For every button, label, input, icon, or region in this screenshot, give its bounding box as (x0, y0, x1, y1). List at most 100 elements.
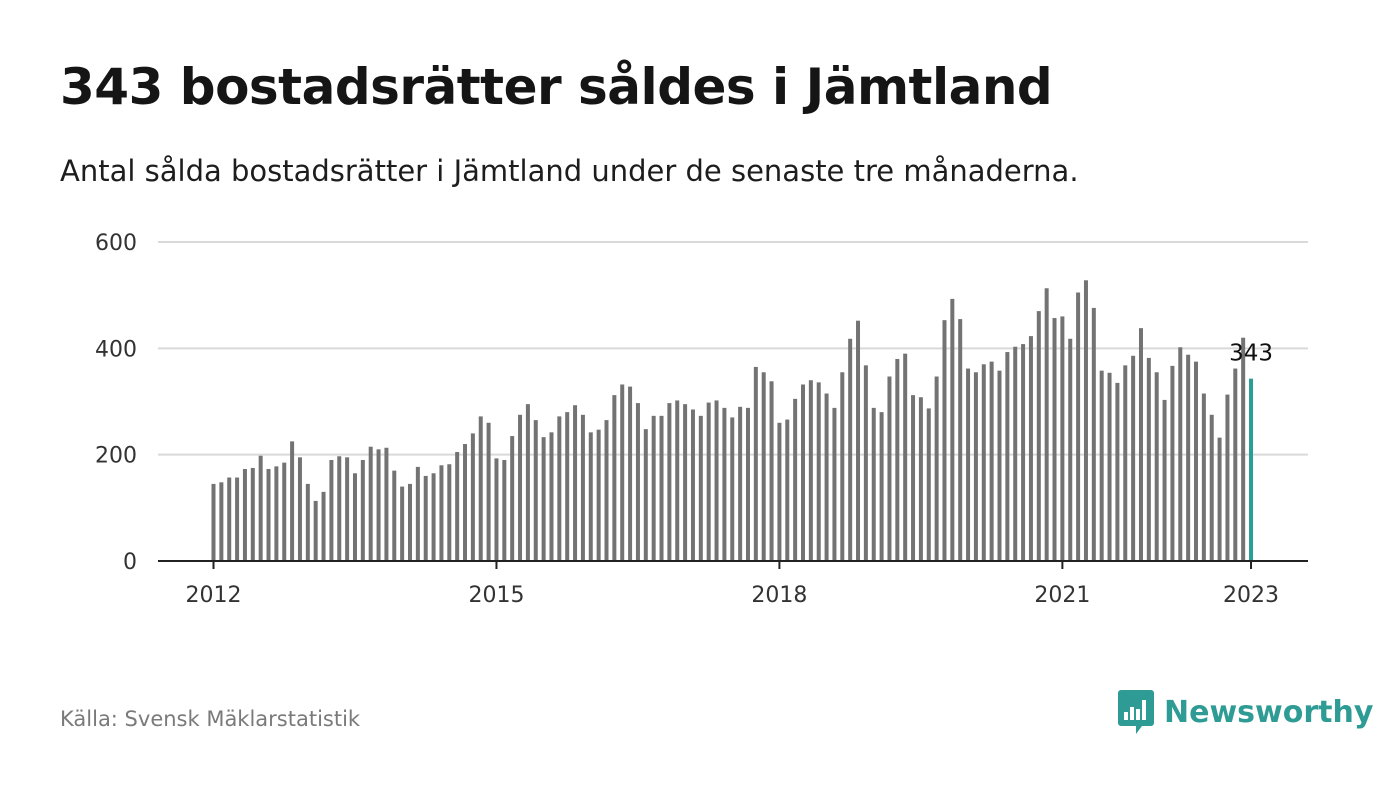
bar (903, 353, 908, 561)
bar (1138, 328, 1143, 561)
bar (895, 358, 900, 561)
bar (557, 416, 562, 561)
bar (738, 406, 743, 561)
bar (1013, 346, 1018, 561)
bar (698, 415, 703, 561)
bar (1201, 393, 1206, 561)
bar (911, 395, 916, 561)
bar (918, 397, 923, 561)
bar (1083, 280, 1088, 561)
bar (848, 338, 853, 561)
bar (730, 417, 735, 561)
bar (588, 432, 593, 561)
x-tick-label: 2023 (1223, 583, 1279, 608)
bar (612, 395, 617, 561)
bar-chart: 0 200 400 600 2012 2015 2018 2021 2023 343 (95, 231, 1308, 608)
bar (533, 420, 538, 561)
bar (266, 469, 271, 561)
bar (863, 365, 868, 561)
source-note: Källa: Svensk Mäklarstatistik (60, 707, 361, 731)
brand-name: Newsworthy (1164, 694, 1374, 730)
bar (1241, 337, 1246, 561)
bar (439, 465, 444, 561)
bar (352, 473, 357, 561)
bar (1186, 354, 1191, 561)
bar (250, 467, 255, 561)
bar (1036, 311, 1041, 561)
bar (549, 432, 554, 561)
bar (1131, 355, 1136, 561)
bar (777, 422, 782, 561)
bar (871, 407, 876, 561)
bar (463, 444, 468, 561)
bar (502, 459, 507, 561)
bar (1091, 307, 1096, 561)
bar (219, 482, 224, 561)
bar (683, 404, 688, 561)
bar (329, 459, 334, 561)
bar (541, 437, 546, 561)
bar (1028, 336, 1033, 561)
bar (651, 415, 656, 561)
bar (384, 447, 389, 561)
bar (1068, 338, 1073, 561)
bar (879, 412, 884, 561)
bar (816, 382, 821, 561)
x-tick-label: 2018 (751, 583, 807, 608)
bar (1099, 370, 1104, 561)
bar (274, 466, 279, 561)
bar (211, 483, 216, 561)
bar-highlight (1249, 378, 1254, 561)
value-annotation: 343 (1229, 341, 1273, 367)
bar (690, 409, 695, 561)
x-tick-label: 2012 (186, 583, 242, 608)
bar (242, 469, 247, 561)
bar (1154, 372, 1159, 561)
bar (997, 370, 1002, 561)
newsworthy-logo-icon (1118, 690, 1154, 734)
bar (926, 408, 931, 561)
y-tick-label: 200 (95, 444, 137, 469)
bar (1115, 382, 1120, 561)
bar (1233, 368, 1238, 561)
bar (1178, 347, 1183, 561)
bar (643, 429, 648, 561)
bar (392, 470, 397, 561)
bar (360, 459, 365, 561)
y-tick-label: 600 (95, 231, 137, 256)
bar (258, 455, 263, 561)
chart-subtitle: Antal sålda bostadsrätter i Jämtland und… (60, 154, 1079, 188)
bar (486, 422, 491, 561)
bar (785, 419, 790, 561)
bar (423, 475, 428, 561)
bar (1005, 352, 1010, 561)
bar (856, 320, 861, 561)
bar (470, 433, 475, 561)
bar (415, 466, 420, 561)
bar (934, 376, 939, 561)
bar (1060, 316, 1065, 561)
bar (305, 483, 310, 561)
bar (667, 403, 672, 561)
y-tick-label: 0 (123, 550, 137, 575)
bar (832, 407, 837, 561)
bar (518, 414, 523, 561)
bar (840, 372, 845, 561)
bar (290, 441, 295, 561)
bar (628, 386, 633, 561)
bar (565, 412, 570, 561)
bar (408, 483, 412, 561)
bar (1107, 372, 1112, 561)
bar (604, 420, 609, 561)
bar (808, 380, 813, 561)
bar (400, 486, 405, 561)
bar (447, 464, 452, 561)
bar (981, 364, 986, 561)
bar (973, 372, 978, 561)
bar (235, 477, 240, 561)
x-tick-label: 2021 (1034, 583, 1090, 608)
chart-title: 343 bostadsrätter såldes i Jämtland (60, 58, 1053, 116)
bar (1194, 361, 1198, 561)
bar (793, 398, 798, 561)
bar (958, 319, 963, 561)
